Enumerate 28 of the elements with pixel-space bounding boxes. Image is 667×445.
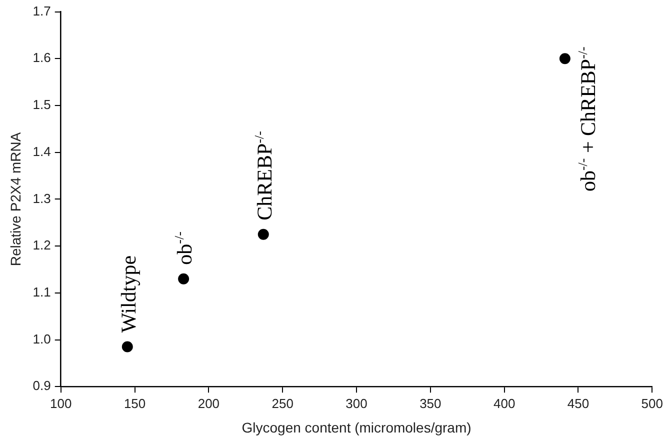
point <box>258 228 269 240</box>
annotation: ob-/- <box>172 232 197 265</box>
x-tick-label: 350 <box>420 396 442 411</box>
y-tick-label: 1.1 <box>32 284 51 300</box>
x-axis-title: Glycogen content (micromoles/gram) <box>242 419 472 436</box>
y-tick-label: 0.9 <box>32 378 51 394</box>
y-tick-label: 1.2 <box>32 238 51 253</box>
y-axis-title: Relative P2X4 mRNA <box>7 132 24 266</box>
point <box>178 273 190 284</box>
y-tick-label: 1.0 <box>32 331 51 346</box>
annotation: ob-/- + ChREBP-/- <box>574 46 600 192</box>
x-tick-label: 100 <box>50 396 72 411</box>
y-tick-label: 1.7 <box>32 3 51 18</box>
y-tick-label: 1.4 <box>32 144 51 159</box>
x-tick-label: 250 <box>272 396 294 411</box>
x-tick-label: 300 <box>346 396 368 411</box>
x-tick-label: 500 <box>641 396 664 411</box>
annotation: Wildtype <box>116 255 140 333</box>
y-tick-label: 1.3 <box>32 190 51 206</box>
point <box>559 53 570 64</box>
x-tick-label: 150 <box>124 396 146 411</box>
x-tick-label: 200 <box>198 396 220 411</box>
point <box>122 341 133 352</box>
annotation: ChREBP-/- <box>251 131 276 220</box>
x-tick-label: 450 <box>567 396 590 411</box>
y-tick-label: 1.5 <box>32 97 51 112</box>
x-tick-label: 400 <box>493 396 516 411</box>
y-tick-label: 1.6 <box>32 50 51 66</box>
